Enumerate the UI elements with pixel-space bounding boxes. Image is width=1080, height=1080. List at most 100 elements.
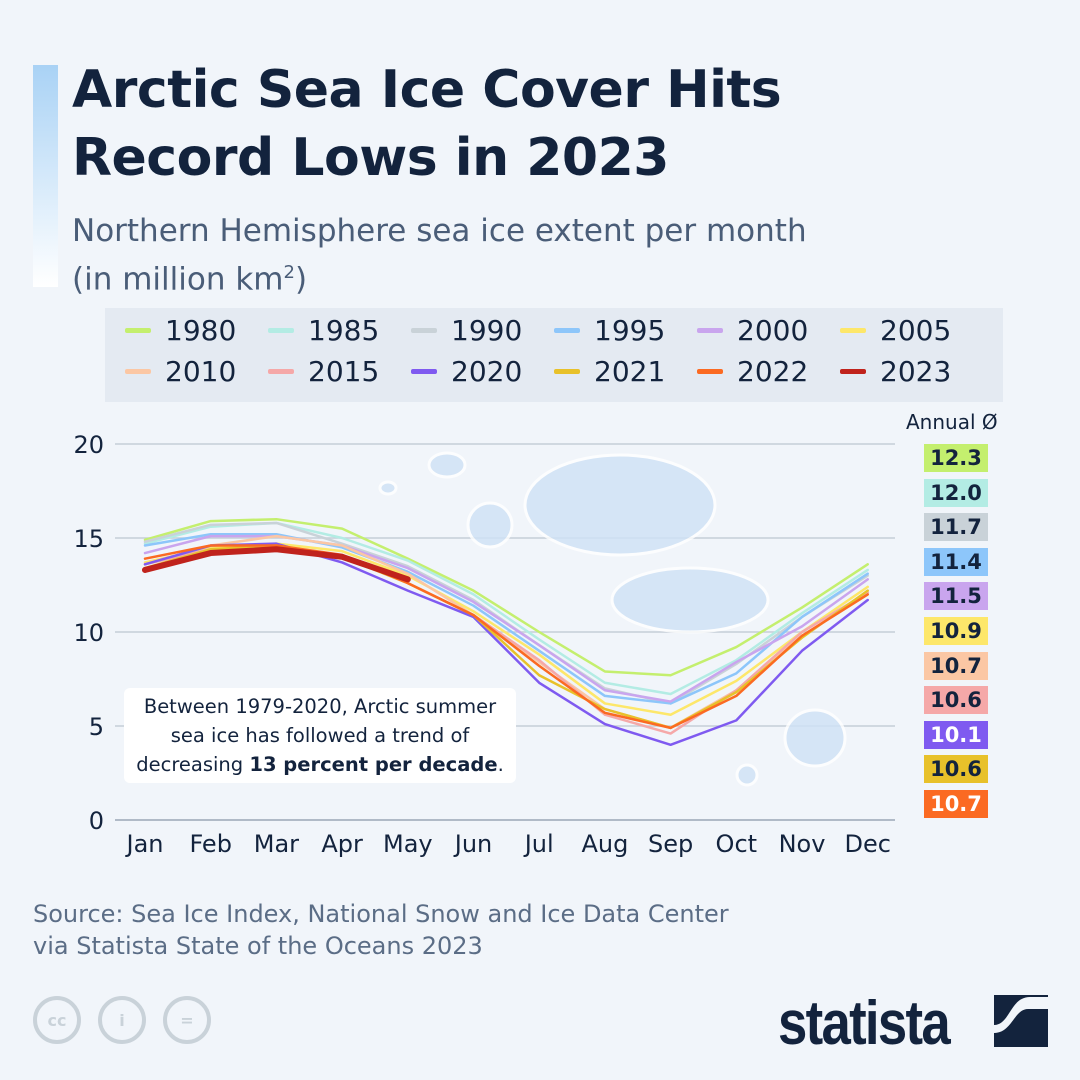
data-point [603,702,606,705]
data-point [801,625,803,628]
data-point [208,550,214,556]
data-point [538,664,541,667]
subtitle-superscript: 2 [283,262,295,283]
line-chart: 0 5 10 15 20 Jan Feb Mar Apr May Jun Jul Aug Sep Oct No… [73,431,895,858]
legend-label: 1985 [308,314,380,347]
legend-swatch [268,328,294,333]
legend-swatch [411,369,437,374]
chart-title: Arctic Sea Ice Cover Hits Record Lows in … [72,56,782,192]
series-2023 [142,546,411,583]
data-point [472,614,475,617]
legend-item-2000: 2000 [697,314,808,347]
data-point [669,674,672,677]
statista-logo-mark-icon [994,995,1048,1047]
data-point [735,661,738,664]
legend-item-2021: 2021 [554,355,665,388]
data-point [472,610,475,613]
data-point [144,557,146,560]
data-point [735,694,738,697]
legend-item-1990: 1990 [411,314,522,347]
annual-badge-1985: 12.0 [924,478,988,507]
y-tick-label: 0 [89,807,104,835]
annual-badge-2010: 10.7 [924,651,988,680]
ice-floe-decoration [427,451,467,479]
data-point [341,542,344,545]
y-tick-label: 15 [73,525,104,553]
data-point [275,542,278,545]
data-point [275,518,278,521]
legend-swatch [411,328,437,333]
legend-item-1995: 1995 [554,314,665,347]
legend-swatch [554,328,580,333]
ice-floe-decoration [735,763,759,787]
annual-badge-1990: 11.7 [924,513,988,542]
legend-item-2005: 2005 [840,314,951,347]
annual-badge-2021: 10.6 [924,755,988,784]
x-tick-label: Nov [779,830,826,858]
data-point [341,544,344,547]
legend-label: 2000 [737,314,809,347]
y-tick-label: 5 [89,713,104,741]
data-point [603,711,606,714]
legend-label: 2023 [880,355,952,388]
series-1995 [143,532,869,705]
data-point [669,713,672,716]
x-tick-label: Apr [321,830,363,858]
legend-item-2022: 2022 [697,355,808,388]
series-line-2000 [143,534,869,703]
cc-icon[interactable]: cc [33,996,81,1044]
data-point [603,694,606,697]
data-point [866,563,869,566]
y-tick-label: 10 [73,619,104,647]
data-point [405,576,411,582]
legend-item-1985: 1985 [268,314,379,347]
legend-swatch [125,369,151,374]
data-point [735,679,738,682]
data-point [209,523,212,526]
data-point [538,681,541,684]
data-point [866,599,869,602]
attribution-icon[interactable]: i [98,996,146,1044]
data-point [406,567,409,570]
data-point [275,535,278,538]
data-point [275,533,278,536]
data-point [669,743,672,746]
data-point [603,708,606,711]
ice-floe-decoration [523,453,717,557]
x-tick-label: Jul [523,830,554,858]
chart-subtitle: Northern Hemisphere sea ice extent per m… [72,210,807,300]
data-point [735,691,738,694]
legend-item-1980: 1980 [125,314,236,347]
source-line-2: via Statista State of the Oceans 2023 [33,932,483,960]
legend-item-2020: 2020 [411,355,522,388]
data-point [538,638,541,641]
data-point [669,700,672,703]
data-point [603,670,606,673]
data-point [341,561,344,564]
legend-swatch [268,369,294,374]
data-point [801,612,803,615]
legend-label: 2022 [737,355,809,388]
series-line-1980 [143,517,869,677]
annotation-bold: 13 percent per decade [249,753,498,776]
data-point [538,659,541,662]
x-tick-label: Aug [581,830,628,858]
series-2022 [143,544,869,730]
statista-logo[interactable]: statista [778,989,951,1058]
x-tick-label: Dec [844,830,890,858]
subtitle-line-1: Northern Hemisphere sea ice extent per m… [72,213,807,249]
data-point [866,589,869,592]
data-point [538,631,541,633]
x-tick-label: Jan [125,830,164,858]
data-point [273,546,279,552]
data-point [209,520,212,523]
data-point [144,544,146,547]
legend-swatch [697,369,723,374]
source-line-1: Source: Sea Ice Index, National Snow and… [33,900,729,928]
data-point [801,631,803,633]
no-derivatives-icon[interactable]: = [163,996,211,1044]
data-point [275,521,278,524]
data-point [144,563,146,566]
data-point [341,537,344,539]
source: Source: Sea Ice Index, National Snow and… [33,898,729,962]
